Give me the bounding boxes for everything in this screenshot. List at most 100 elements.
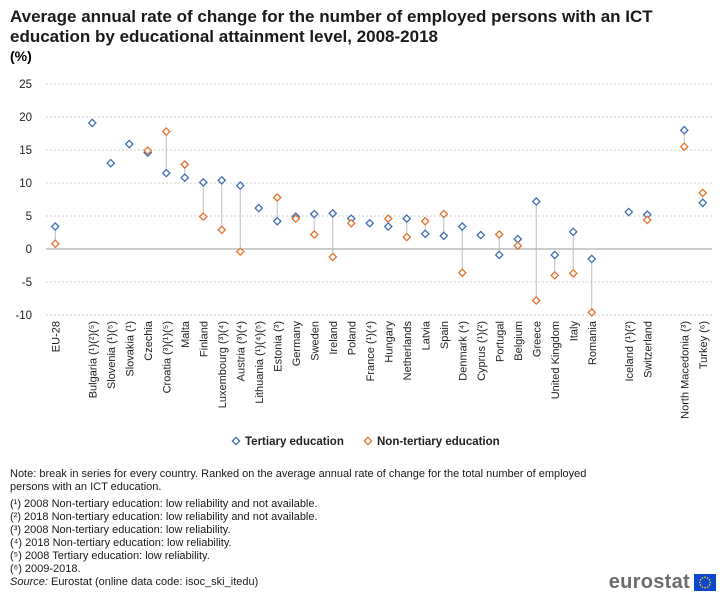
eu-flag-icon <box>694 574 716 591</box>
y-tick-label: 0 <box>26 244 32 256</box>
chart: 25 20 15 10 5 0 -5 -10 EU-28 Bulgaria (¹)(²)(⁵) Sl… <box>15 79 712 448</box>
non-tertiary-point <box>420 216 430 226</box>
x-tick-label: Denmark (⁴) <box>457 321 469 381</box>
x-tick-label: Slovakia (¹) <box>124 321 136 377</box>
flag-star <box>701 586 704 588</box>
non-tertiary-point <box>143 146 153 156</box>
note-main: Note: break in series for every country.… <box>10 468 587 493</box>
non-tertiary-point <box>217 225 227 235</box>
x-tick-label: Belgium <box>513 321 525 361</box>
tertiary-point <box>624 207 634 217</box>
source-label: Source: <box>10 576 48 588</box>
x-tick-label: Poland <box>346 321 358 355</box>
non-tertiary-point <box>346 218 356 228</box>
x-tick-label: Austria (³)(⁴) <box>235 321 247 381</box>
x-tick-label: Switzerland <box>642 321 654 378</box>
tertiary-point <box>550 250 560 260</box>
non-tertiary-point <box>550 270 560 280</box>
x-tick-label: Turkey (⁶) <box>698 321 710 369</box>
tertiary-point <box>587 254 597 264</box>
non-tertiary-point <box>272 193 282 203</box>
non-tertiary-point <box>568 268 578 278</box>
x-tick-label: Croatia (³)(¹)(⁵) <box>161 321 173 393</box>
y-tick-label: 25 <box>19 79 32 91</box>
legend-tertiary-label: Tertiary education <box>245 436 344 448</box>
tertiary-point <box>87 118 97 128</box>
footnote: (⁵) 2008 Tertiary education: low reliabi… <box>10 550 210 562</box>
flag-star <box>701 577 704 579</box>
x-tick-label: Finland <box>198 321 210 357</box>
x-tick-label: North Macedonia (³) <box>679 321 691 419</box>
y-tick-label: 5 <box>26 211 32 223</box>
legend-non-tertiary-marker <box>363 436 373 446</box>
flag-star <box>708 579 711 581</box>
non-tertiary-point <box>309 229 319 239</box>
tertiary-point <box>457 222 467 232</box>
notes: Note: break in series for every country.… <box>10 468 590 589</box>
tertiary-point <box>180 173 190 183</box>
x-tick-label: Romania <box>587 320 599 365</box>
non-tertiary-point <box>587 307 597 317</box>
footnote: (¹) 2008 Non-tertiary education: low rel… <box>10 498 318 510</box>
footnote: (²) 2018 Non-tertiary education: low rel… <box>10 511 318 523</box>
x-tick-label: Estonia (³) <box>272 321 284 372</box>
tertiary-point <box>50 222 60 232</box>
x-tick-label: Portugal <box>494 321 506 362</box>
x-tick-label: Greece <box>531 321 543 357</box>
x-tick-label: United Kingdom <box>550 321 562 399</box>
flag-star <box>704 576 706 579</box>
x-tick-label: France (¹)(⁴) <box>365 321 377 381</box>
tertiary-point <box>402 214 412 224</box>
source-line: Source: Eurostat (online data code: isoc… <box>10 576 590 589</box>
eurostat-logo: eurostat <box>609 571 716 594</box>
tertiary-point <box>272 216 282 226</box>
footnote: (³) 2008 Non-tertiary education: low rel… <box>10 524 231 536</box>
x-tick-label: Ireland <box>328 321 340 355</box>
y-tick-label: 15 <box>19 145 32 157</box>
tertiary-point <box>365 218 375 228</box>
x-tick-label: Slovenia (¹)(⁵) <box>106 321 118 389</box>
tertiary-point <box>235 181 245 191</box>
tertiary-point <box>698 198 708 208</box>
tertiary-point <box>476 230 486 240</box>
x-tick-label: Bulgaria (¹)(²)(⁵) <box>87 321 99 398</box>
non-tertiary-point <box>513 241 523 251</box>
tertiary-point <box>420 229 430 239</box>
y-tick-label: -10 <box>15 310 32 322</box>
y-tick-label: 20 <box>19 112 32 124</box>
flag-star <box>704 586 706 589</box>
flag-star <box>706 586 709 588</box>
tertiary-point <box>124 139 134 149</box>
non-tertiary-point <box>698 188 708 198</box>
non-tertiary-point <box>457 268 467 278</box>
x-tick-label: Germany <box>291 321 303 367</box>
tertiary-point <box>254 203 264 213</box>
unit-label: (%) <box>10 48 32 64</box>
tertiary-point <box>106 158 116 168</box>
tertiary-point <box>198 177 208 187</box>
non-tertiary-point <box>439 209 449 219</box>
non-tertiary-point <box>50 239 60 249</box>
tertiary-point <box>568 227 578 237</box>
x-tick-label: Netherlands <box>402 321 414 381</box>
flag-star <box>699 581 701 584</box>
non-tertiary-point <box>642 215 652 225</box>
non-tertiary-point <box>383 214 393 224</box>
non-tertiary-point <box>235 247 245 257</box>
non-tertiary-point <box>402 232 412 242</box>
x-tick-label: Spain <box>439 321 451 349</box>
non-tertiary-point <box>161 127 171 137</box>
non-tertiary-point <box>679 142 689 152</box>
tertiary-point <box>679 125 689 135</box>
non-tertiary-point <box>531 295 541 305</box>
tertiary-point <box>328 208 338 218</box>
legend-non-tertiary-label: Non-tertiary education <box>377 436 500 448</box>
chart-title: Average annual rate of change for the nu… <box>10 7 653 46</box>
source-text: Eurostat (online data code: isoc_ski_ite… <box>47 576 259 588</box>
tertiary-point <box>309 209 319 219</box>
flag-star <box>708 584 711 586</box>
non-tertiary-point <box>180 160 190 170</box>
x-tick-label: Iceland (¹)(²) <box>624 321 636 382</box>
non-tertiary-point <box>198 212 208 222</box>
x-tick-label: Cyprus (¹)(²) <box>476 321 488 381</box>
